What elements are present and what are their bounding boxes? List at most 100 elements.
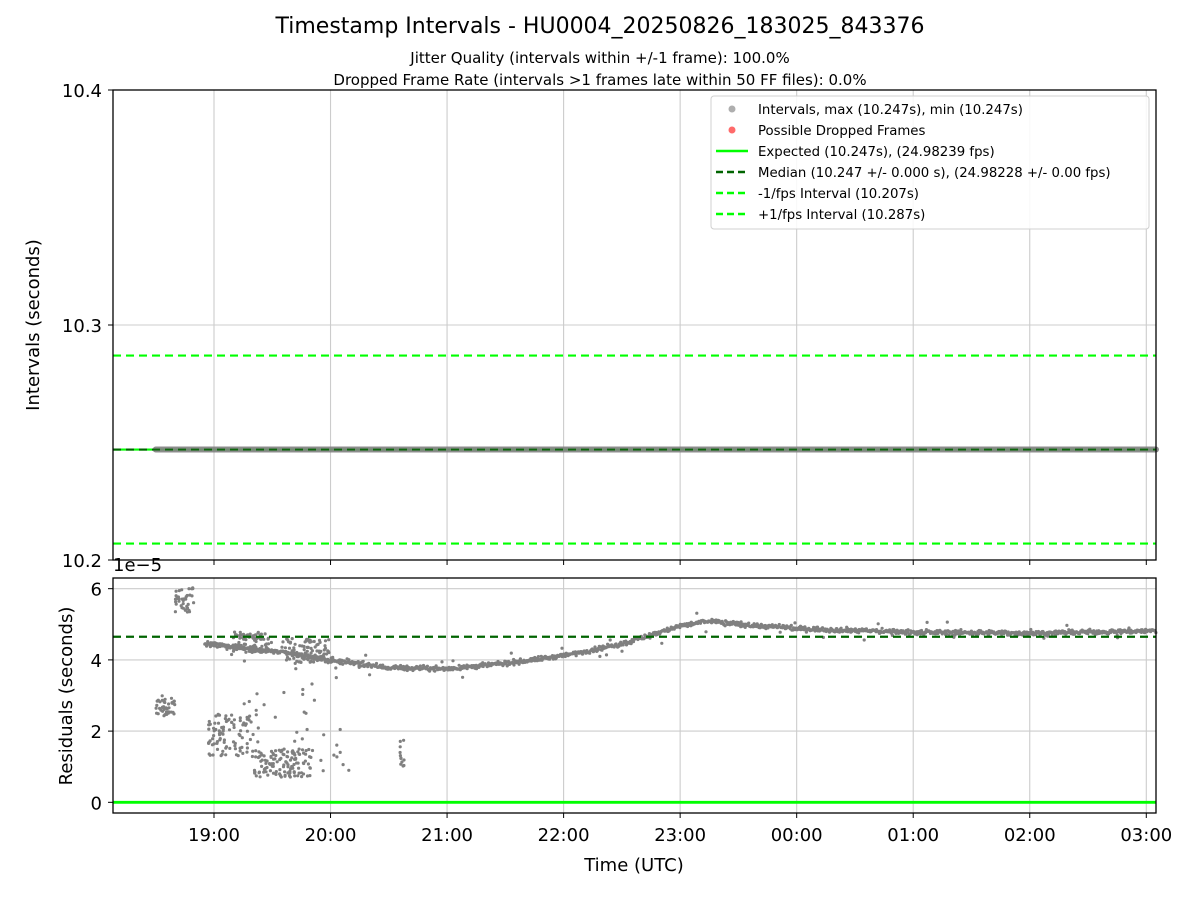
residual-point — [211, 737, 215, 741]
residual-point — [192, 601, 196, 605]
residual-point — [274, 772, 278, 777]
residual-point — [259, 759, 263, 763]
residual-point — [292, 770, 296, 774]
residual-point — [285, 637, 289, 641]
residual-point — [215, 747, 220, 752]
residual-point — [268, 769, 272, 773]
residual-point — [324, 652, 329, 656]
residual-point — [282, 763, 286, 767]
legend-marker — [728, 126, 736, 134]
residual-point — [283, 774, 287, 778]
residual-point — [249, 720, 253, 724]
residual-point — [256, 755, 260, 760]
residual-point — [300, 737, 304, 741]
residual-point — [293, 661, 297, 666]
residual-point — [220, 752, 224, 756]
residual-point — [254, 774, 258, 778]
residual-point — [285, 651, 289, 655]
residual-point — [167, 702, 171, 706]
residual-point — [221, 729, 225, 733]
residual-point — [631, 640, 636, 644]
residual-point — [301, 687, 305, 692]
residual-point — [212, 742, 216, 746]
residual-point — [321, 769, 325, 773]
residual-point — [224, 719, 228, 724]
residual-point — [364, 653, 368, 657]
residual-point — [241, 751, 245, 756]
residual-point — [323, 644, 327, 648]
residual-point — [723, 624, 727, 628]
residual-point — [273, 757, 277, 761]
residual-point — [172, 699, 176, 703]
residuals-grid — [113, 578, 1156, 813]
residual-point — [256, 740, 260, 744]
residual-point — [185, 593, 189, 598]
residual-point — [793, 621, 797, 625]
residual-point — [246, 716, 250, 720]
residual-point — [156, 698, 160, 702]
residual-point — [302, 710, 306, 714]
residual-point — [945, 620, 949, 624]
residual-point — [518, 657, 523, 661]
residual-point — [222, 738, 226, 742]
residual-point — [207, 723, 211, 727]
residual-point — [223, 717, 227, 721]
residual-point — [270, 648, 274, 652]
residual-point — [451, 659, 455, 663]
residual-point — [251, 749, 255, 753]
residual-point — [327, 638, 331, 642]
residual-point — [253, 771, 257, 775]
residual-point — [293, 739, 297, 743]
residual-point — [305, 657, 309, 661]
residual-point — [1086, 632, 1090, 636]
residual-point — [221, 725, 226, 729]
residual-point — [156, 712, 160, 716]
residual-point — [215, 741, 219, 746]
residual-point — [281, 649, 285, 653]
residual-point — [398, 739, 402, 744]
residual-point — [264, 645, 268, 649]
residual-point — [347, 658, 351, 662]
residual-point — [517, 662, 521, 666]
residual-point — [233, 744, 237, 748]
residual-point — [880, 626, 884, 630]
residual-point — [347, 768, 351, 772]
residual-point — [323, 639, 328, 643]
residual-point — [284, 760, 288, 764]
residual-point — [290, 637, 294, 641]
residual-point — [212, 729, 216, 733]
legend-label: +1/fps Interval (10.287s) — [758, 208, 925, 223]
residual-point — [160, 694, 164, 698]
residual-point — [264, 761, 268, 766]
residual-point — [361, 659, 365, 663]
residual-point — [536, 655, 541, 659]
residuals-y-tick-label: 4 — [91, 651, 102, 672]
x-tick-label: 02:00 — [1004, 825, 1056, 846]
residual-point — [374, 661, 379, 666]
residual-point — [275, 760, 279, 764]
residual-point — [310, 748, 315, 753]
residual-point — [338, 750, 342, 755]
residuals-y-tick-label: 6 — [91, 580, 102, 601]
residual-point — [243, 723, 248, 727]
residual-point — [169, 696, 174, 700]
residual-point — [335, 743, 339, 747]
residual-point — [222, 740, 226, 745]
residual-point — [173, 610, 177, 614]
residual-point — [862, 638, 866, 642]
residual-point — [258, 650, 263, 654]
residual-point — [302, 657, 306, 661]
residual-point — [288, 775, 292, 779]
residual-point — [278, 768, 282, 772]
residual-point — [621, 643, 625, 647]
residual-point — [418, 664, 422, 668]
residual-point — [225, 647, 229, 652]
residuals-plot-frame — [112, 577, 1157, 814]
legend-marker — [728, 105, 736, 113]
residual-point — [244, 650, 248, 654]
residual-point — [251, 636, 255, 640]
intervals-panel: 10.2 10.3 10.4 Intervals (seconds) Interva… — [23, 81, 1159, 572]
residual-point — [300, 652, 304, 656]
residual-point — [254, 749, 258, 753]
residual-point — [295, 654, 299, 659]
